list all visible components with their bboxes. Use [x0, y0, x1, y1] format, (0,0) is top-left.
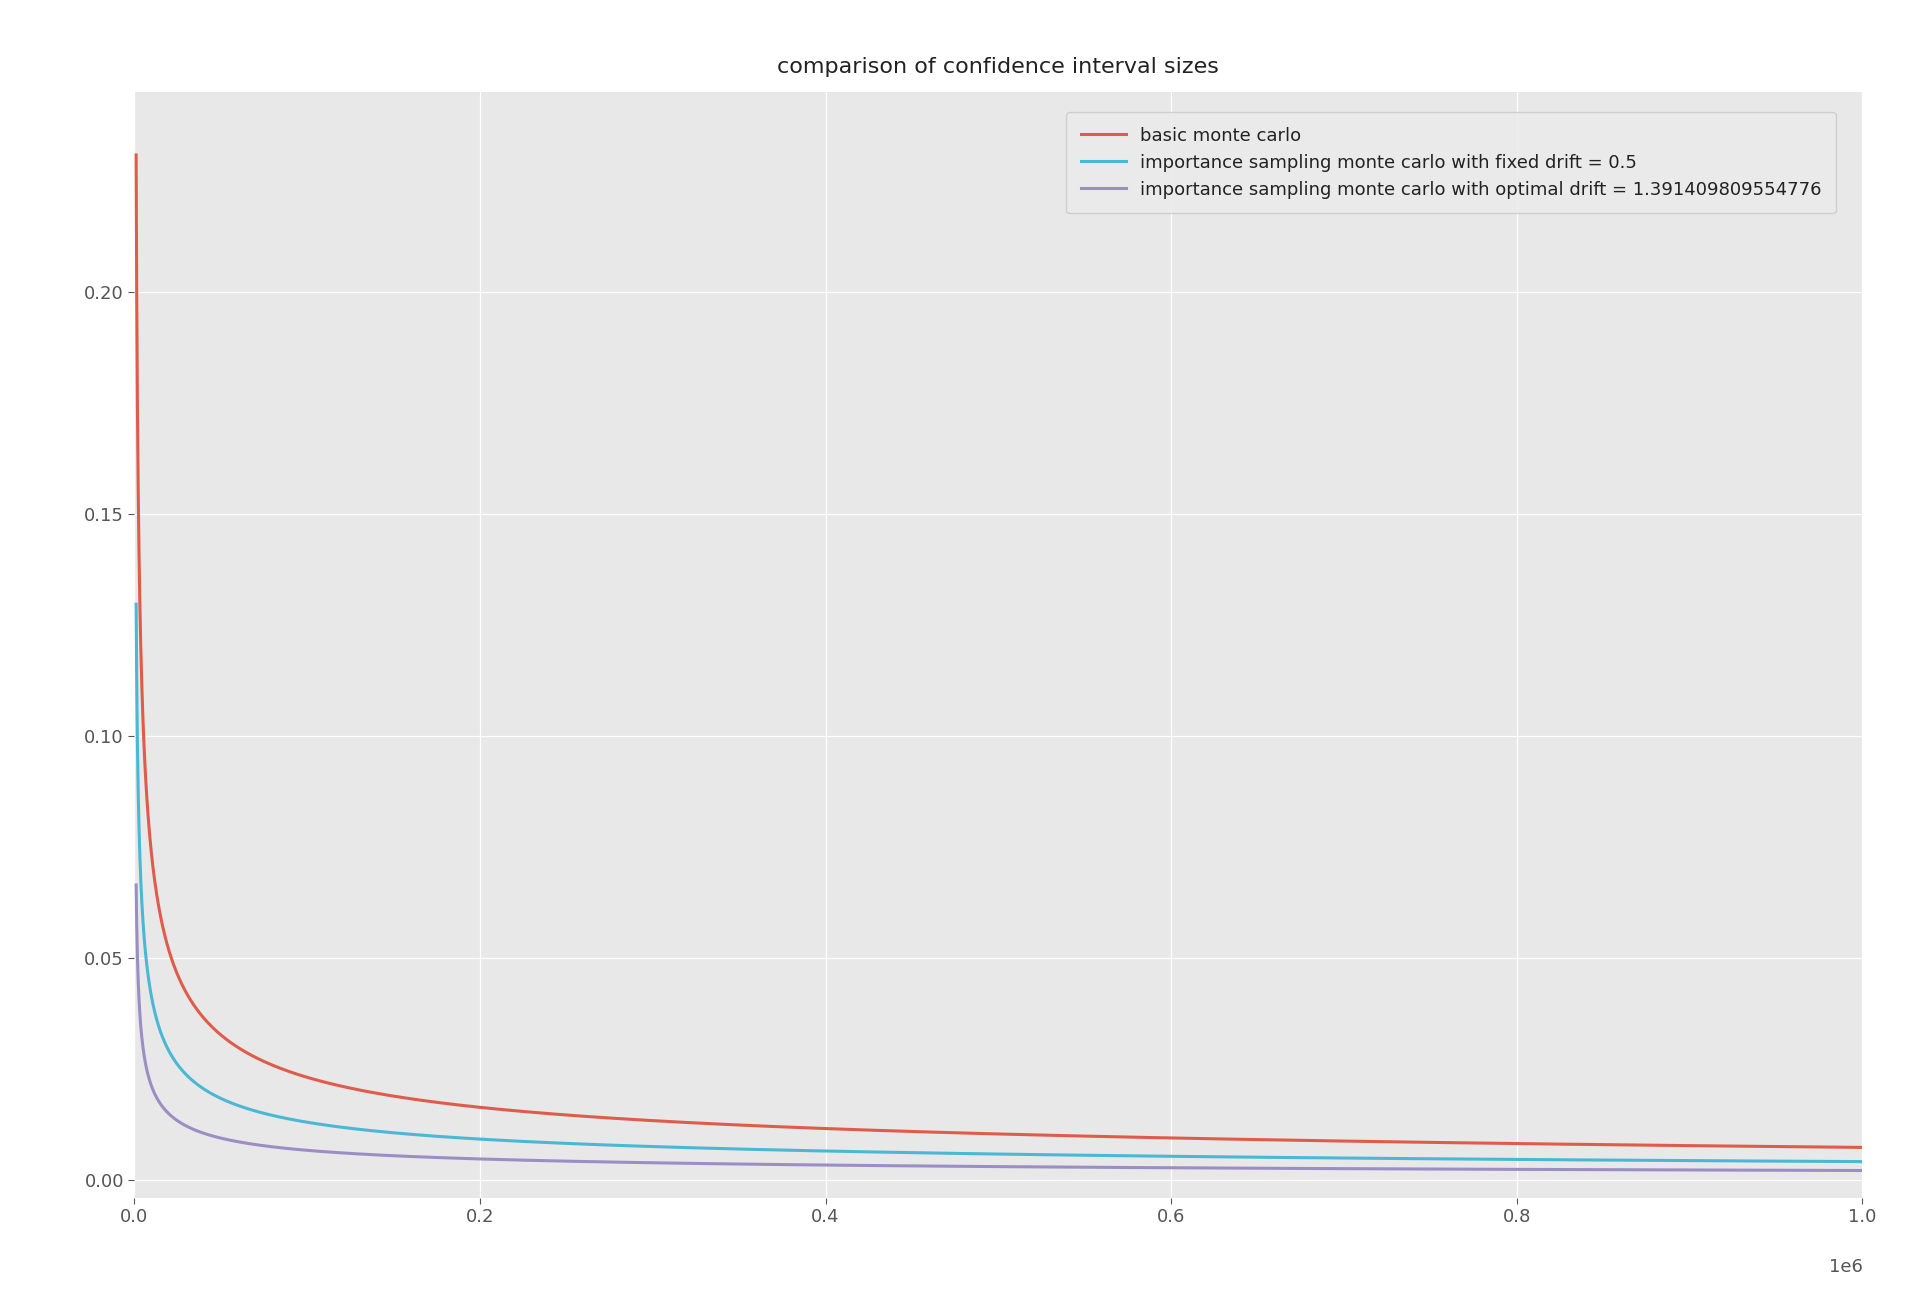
Title: comparison of confidence interval sizes: comparison of confidence interval sizes — [778, 57, 1219, 76]
importance sampling monte carlo with optimal drift = 1.391409809554776 — [125, 876, 148, 892]
importance sampling monte carlo with fixed drift = 0.5 — [941, 1145, 964, 1161]
importance sampling monte carlo with optimal drift = 1.391409809554776 — [1169, 1159, 1192, 1175]
basic monte carlo — [125, 147, 148, 163]
importance sampling monte carlo with optimal drift = 1.391409809554776 — [1851, 1162, 1874, 1178]
basic monte carlo — [941, 1125, 964, 1141]
basic monte carlo — [1169, 1130, 1192, 1146]
importance sampling monte carlo with optimal drift = 1.391409809554776 — [1740, 1162, 1763, 1178]
importance sampling monte carlo with fixed drift = 0.5 — [1233, 1149, 1256, 1165]
Line: importance sampling monte carlo with optimal drift = 1.391409809554776: importance sampling monte carlo with opt… — [136, 884, 1862, 1170]
importance sampling monte carlo with fixed drift = 0.5 — [125, 596, 148, 612]
importance sampling monte carlo with optimal drift = 1.391409809554776 — [1361, 1161, 1384, 1177]
importance sampling monte carlo with fixed drift = 0.5 — [1169, 1149, 1192, 1165]
importance sampling monte carlo with optimal drift = 1.391409809554776 — [1233, 1161, 1256, 1177]
importance sampling monte carlo with fixed drift = 0.5 — [555, 1136, 578, 1152]
importance sampling monte carlo with fixed drift = 0.5 — [1361, 1150, 1384, 1166]
importance sampling monte carlo with fixed drift = 0.5 — [1740, 1153, 1763, 1169]
Line: basic monte carlo: basic monte carlo — [136, 155, 1862, 1148]
Legend: basic monte carlo, importance sampling monte carlo with fixed drift = 0.5, impor: basic monte carlo, importance sampling m… — [1066, 112, 1836, 213]
basic monte carlo — [555, 1107, 578, 1123]
importance sampling monte carlo with fixed drift = 0.5 — [1851, 1154, 1874, 1170]
basic monte carlo — [1851, 1140, 1874, 1155]
Line: importance sampling monte carlo with fixed drift = 0.5: importance sampling monte carlo with fix… — [136, 604, 1862, 1162]
importance sampling monte carlo with optimal drift = 1.391409809554776 — [941, 1158, 964, 1174]
importance sampling monte carlo with optimal drift = 1.391409809554776 — [555, 1153, 578, 1169]
basic monte carlo — [1233, 1132, 1256, 1148]
Text: 1e6: 1e6 — [1828, 1258, 1862, 1277]
basic monte carlo — [1740, 1138, 1763, 1154]
basic monte carlo — [1361, 1133, 1384, 1149]
